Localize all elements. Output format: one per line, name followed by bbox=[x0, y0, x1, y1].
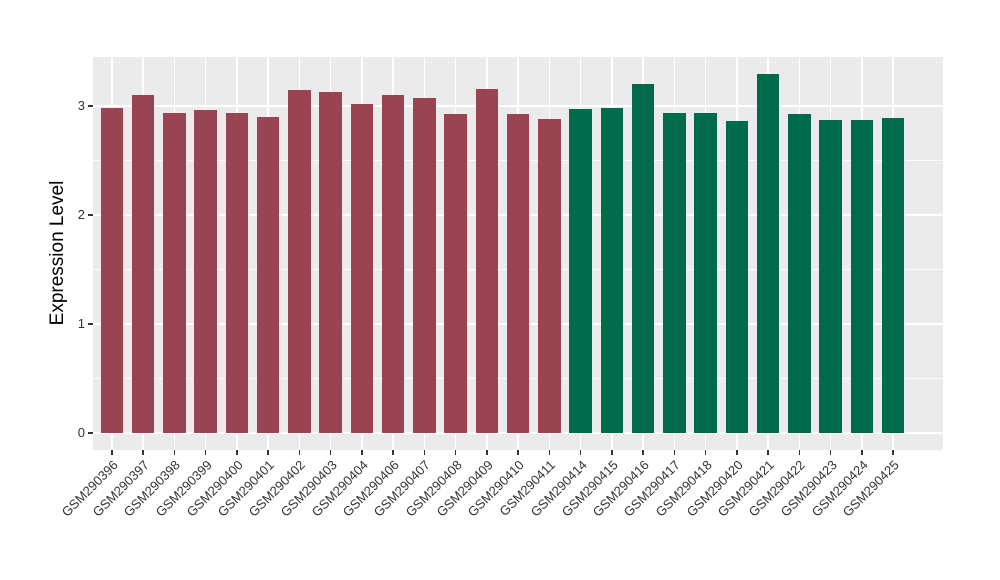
y-tick bbox=[88, 105, 93, 107]
x-tick bbox=[111, 450, 113, 455]
y-tick bbox=[88, 432, 93, 434]
bar-GSM290422 bbox=[788, 113, 811, 433]
x-tick bbox=[298, 450, 300, 455]
bar-GSM290409 bbox=[475, 88, 498, 433]
bar-GSM290403 bbox=[319, 91, 342, 433]
y-tick-label: 2 bbox=[77, 207, 85, 222]
bar-GSM290400 bbox=[225, 112, 248, 433]
x-tick bbox=[673, 450, 675, 455]
y-tick-label: 3 bbox=[77, 98, 85, 113]
x-tick bbox=[767, 450, 769, 455]
bar-GSM290397 bbox=[131, 95, 155, 433]
bar-GSM290408 bbox=[444, 113, 467, 433]
bar-GSM290410 bbox=[506, 113, 530, 433]
x-tick bbox=[642, 450, 644, 455]
bar-GSM290424 bbox=[850, 120, 873, 433]
x-tick bbox=[423, 450, 425, 455]
x-tick bbox=[329, 450, 332, 455]
bar-GSM290421 bbox=[756, 74, 780, 433]
y-tick-label: 1 bbox=[77, 316, 85, 331]
bar-GSM290407 bbox=[413, 98, 436, 433]
x-tick bbox=[892, 450, 894, 455]
x-tick bbox=[736, 450, 738, 455]
x-tick bbox=[204, 450, 207, 455]
x-tick bbox=[173, 450, 175, 455]
bar-GSM290417 bbox=[663, 112, 686, 433]
x-tick bbox=[548, 450, 550, 455]
bar-GSM290423 bbox=[819, 120, 842, 433]
bar-GSM290416 bbox=[631, 84, 655, 433]
bar-GSM290401 bbox=[256, 116, 280, 433]
bar-GSM290418 bbox=[694, 112, 717, 433]
x-tick bbox=[267, 450, 269, 455]
bar-GSM290402 bbox=[288, 89, 311, 433]
bar-GSM290406 bbox=[381, 95, 405, 433]
y-tick bbox=[88, 323, 93, 325]
x-tick bbox=[486, 450, 488, 455]
x-tick bbox=[611, 450, 613, 455]
bar-GSM290425 bbox=[881, 118, 905, 433]
bar-GSM290399 bbox=[194, 110, 217, 433]
bar-GSM290420 bbox=[725, 121, 748, 433]
x-tick bbox=[579, 450, 582, 455]
bar-GSM290414 bbox=[569, 109, 592, 433]
plot-panel bbox=[93, 57, 943, 450]
x-tick bbox=[392, 450, 394, 455]
x-tick bbox=[704, 450, 707, 455]
x-tick bbox=[798, 450, 800, 455]
x-tick bbox=[236, 450, 238, 455]
bar-GSM290411 bbox=[538, 119, 561, 433]
x-tick bbox=[142, 450, 144, 455]
x-tick bbox=[861, 450, 863, 455]
bar-GSM290404 bbox=[350, 103, 373, 433]
x-tick bbox=[517, 450, 519, 455]
x-tick bbox=[361, 450, 363, 455]
y-axis-title: Expression Level bbox=[47, 180, 68, 326]
y-tick-label: 0 bbox=[77, 425, 85, 440]
y-tick bbox=[88, 214, 93, 216]
x-tick bbox=[829, 450, 832, 455]
bar-GSM290396 bbox=[100, 108, 123, 433]
x-tick bbox=[454, 450, 457, 455]
bar-GSM290398 bbox=[163, 112, 186, 433]
bar-GSM290415 bbox=[600, 108, 623, 433]
